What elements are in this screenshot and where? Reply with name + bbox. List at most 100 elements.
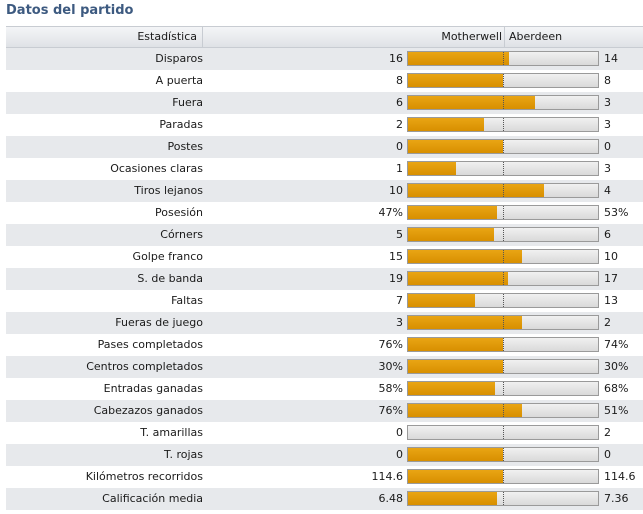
midline-marker (503, 316, 504, 329)
away-value: 10 (604, 250, 618, 263)
table-row: A puerta 8 8 (6, 70, 643, 92)
comparison-bar (407, 117, 599, 132)
away-value: 2 (604, 316, 611, 329)
midline-marker (503, 470, 504, 483)
stat-label: Cabezazos ganados (93, 404, 203, 417)
column-header-stat[interactable]: Estadística (6, 27, 203, 47)
comparison-bar (407, 403, 599, 418)
home-value: 0 (396, 448, 403, 461)
midline-marker (503, 448, 504, 461)
home-value: 15 (389, 250, 403, 263)
away-value: 13 (604, 294, 618, 307)
table-row: Fueras de juego 3 2 (6, 312, 643, 334)
away-value: 7.36 (604, 492, 629, 505)
stat-label: Tiros lejanos (134, 184, 203, 197)
stat-label: Kilómetros recorridos (85, 470, 203, 483)
table-row: Tiros lejanos 10 4 (6, 180, 643, 202)
home-share-fill (408, 492, 498, 505)
home-value: 76% (378, 338, 403, 351)
home-value: 0 (396, 426, 403, 439)
comparison-bar (407, 95, 599, 110)
stat-label: Calificación media (102, 492, 203, 505)
home-share-fill (408, 74, 503, 87)
table-row: Cabezazos ganados 76% 51% (6, 400, 643, 422)
home-share-fill (408, 96, 535, 109)
midline-marker (503, 162, 504, 175)
table-row: Postes 0 0 (6, 136, 643, 158)
comparison-bar (407, 161, 599, 176)
midline-marker (503, 74, 504, 87)
home-share-fill (408, 228, 495, 241)
home-share-fill (408, 382, 496, 395)
table-row: Calificación media 6.48 7.36 (6, 488, 643, 510)
comparison-bar (407, 381, 599, 396)
home-share-fill (408, 338, 503, 351)
comparison-bar (407, 51, 599, 66)
comparison-bar (407, 359, 599, 374)
table-header: Estadística Motherwell Aberdeen (6, 26, 643, 48)
stat-label: Fuera (172, 96, 203, 109)
away-value: 3 (604, 162, 611, 175)
comparison-bar (407, 315, 599, 330)
home-value: 3 (396, 316, 403, 329)
table-row: Golpe franco 15 10 (6, 246, 643, 268)
stat-label: S. de banda (137, 272, 203, 285)
home-share-fill (408, 184, 544, 197)
home-value: 2 (396, 118, 403, 131)
away-value: 8 (604, 74, 611, 87)
home-value: 76% (378, 404, 403, 417)
stat-label: Postes (167, 140, 203, 153)
home-share-fill (408, 250, 522, 263)
midline-marker (503, 52, 504, 65)
table-row: Entradas ganadas 58% 68% (6, 378, 643, 400)
table-row: T. rojas 0 0 (6, 444, 643, 466)
comparison-bar (407, 469, 599, 484)
home-value: 5 (396, 228, 403, 241)
column-header-away[interactable]: Aberdeen (509, 30, 563, 43)
away-value: 6 (604, 228, 611, 241)
midline-marker (503, 96, 504, 109)
comparison-bar (407, 227, 599, 242)
home-share-fill (408, 162, 456, 175)
comparison-bar (407, 205, 599, 220)
away-value: 51% (604, 404, 629, 417)
stat-label: Entradas ganadas (103, 382, 203, 395)
away-value: 17 (604, 272, 618, 285)
stat-label: Ocasiones claras (110, 162, 203, 175)
home-value: 30% (378, 360, 403, 373)
away-value: 4 (604, 184, 611, 197)
stat-label: Paradas (159, 118, 203, 131)
home-value: 6.48 (378, 492, 404, 505)
home-value: 0 (396, 140, 403, 153)
midline-marker (503, 492, 504, 505)
home-value: 16 (389, 52, 403, 65)
comparison-bar (407, 73, 599, 88)
home-share-fill (408, 316, 522, 329)
comparison-bar (407, 425, 599, 440)
comparison-bar (407, 249, 599, 264)
midline-marker (503, 294, 504, 307)
table-row: T. amarillas 0 2 (6, 422, 643, 444)
midline-marker (503, 272, 504, 285)
column-header-home[interactable]: Motherwell (203, 27, 505, 47)
home-share-fill (408, 140, 503, 153)
away-value: 14 (604, 52, 618, 65)
midline-marker (503, 426, 504, 439)
midline-marker (503, 338, 504, 351)
table-row: Disparos 16 14 (6, 48, 643, 70)
home-share-fill (408, 118, 484, 131)
stats-rows: Disparos 16 14 A puerta 8 8 Fuera 6 3 Paradas 2 3 Po… (6, 48, 643, 510)
table-row: Ocasiones claras 1 3 (6, 158, 643, 180)
home-value: 114.6 (371, 470, 404, 483)
home-value: 19 (389, 272, 403, 285)
away-value: 0 (604, 140, 611, 153)
comparison-bar (407, 491, 599, 506)
table-row: Fuera 6 3 (6, 92, 643, 114)
stat-label: A puerta (155, 74, 203, 87)
home-share-fill (408, 360, 503, 373)
home-value: 47% (378, 206, 403, 219)
stat-label: Córners (160, 228, 203, 241)
midline-marker (503, 250, 504, 263)
match-stats-table: Estadística Motherwell Aberdeen Disparos… (6, 26, 643, 510)
midline-marker (503, 118, 504, 131)
